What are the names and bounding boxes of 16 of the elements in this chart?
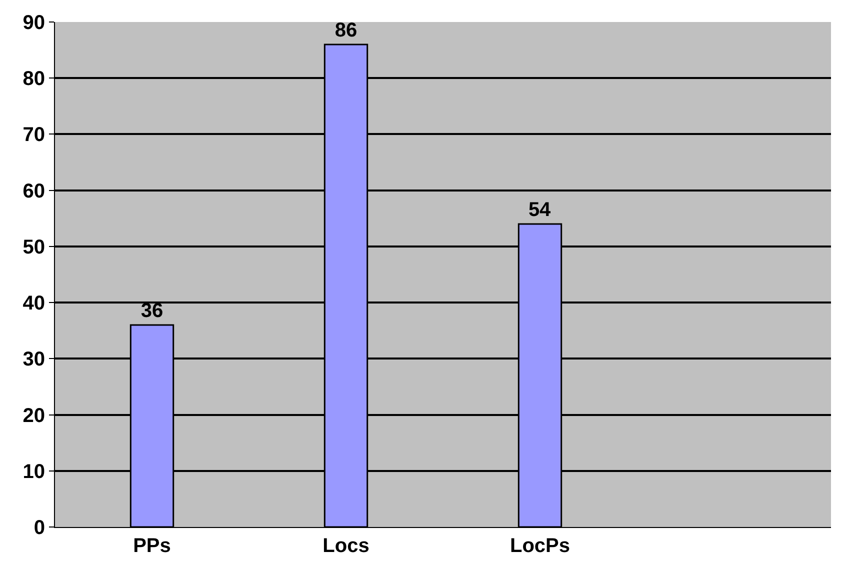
x-tick-label: Locs	[322, 535, 370, 557]
y-tick-label: 90	[22, 12, 45, 34]
y-tick-label: 50	[22, 236, 45, 258]
y-tick-label: 20	[22, 404, 45, 427]
y-tick-label: 80	[22, 68, 45, 90]
y-tick-label: 60	[22, 180, 45, 202]
y-tick-label: 70	[22, 124, 45, 146]
data-label: 54	[528, 199, 552, 221]
x-tick-label: PPs	[133, 535, 171, 557]
y-tick-label: 10	[22, 460, 45, 483]
data-label: 36	[140, 300, 164, 322]
y-tick-label: 40	[22, 292, 45, 315]
data-label: 86	[334, 19, 358, 42]
y-tick-label: 30	[22, 348, 45, 371]
x-tick-label: LocPs	[510, 535, 570, 557]
y-tick-label: 0	[34, 517, 45, 539]
